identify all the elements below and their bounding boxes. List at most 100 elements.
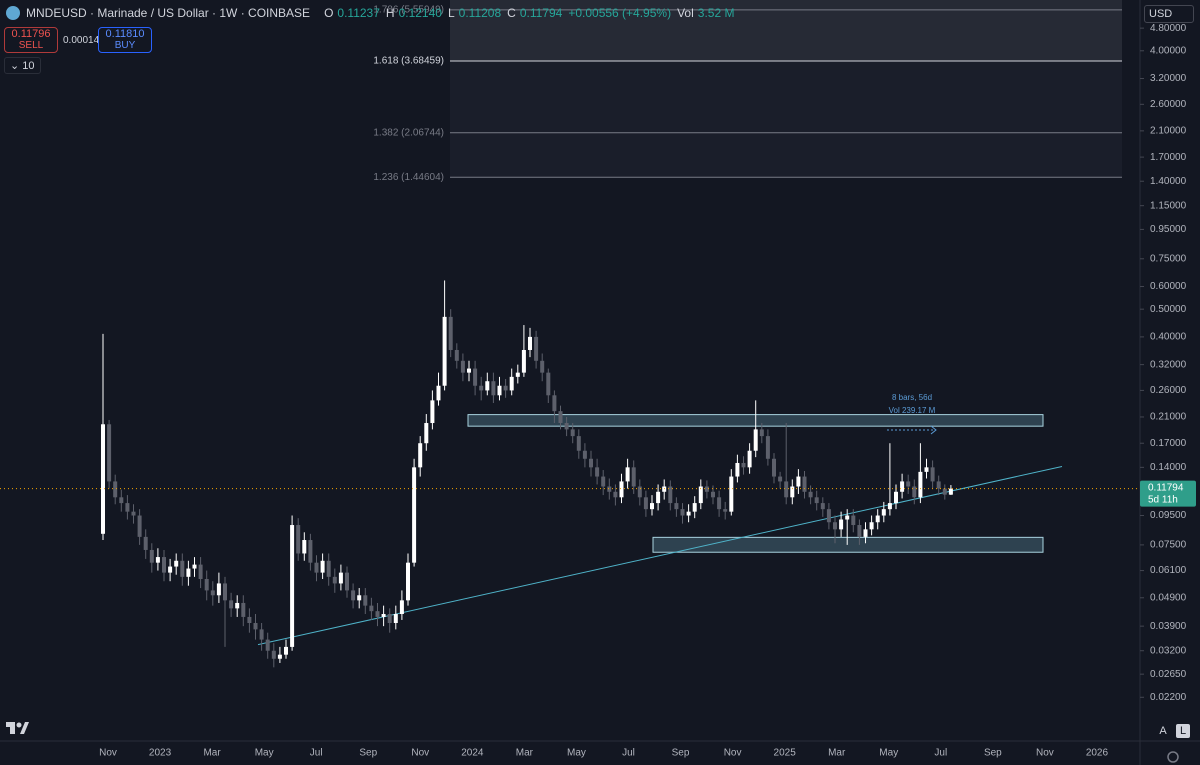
ohlc-key: H [385,6,395,20]
candle-body [119,497,124,504]
candle-body [784,481,789,498]
x-tick-label: Nov [99,748,117,759]
currency-select[interactable]: USD [1144,5,1194,23]
buy-button[interactable]: 0.11810 BUY [98,27,152,53]
scale-buttons: A L [1156,724,1190,738]
sell-button[interactable]: 0.11796 SELL [4,27,58,53]
header: MNDEUSD · Marinade / US Dollar · 1W · CO… [6,6,736,20]
symbol[interactable]: MNDEUSD · Marinade / US Dollar · 1W · CO… [26,6,311,20]
x-tick-label: Mar [828,748,846,759]
fib-label: 1.618 (3.68459) [373,56,444,67]
candle-body [595,467,600,477]
candle-body [906,481,911,487]
candle-body [296,525,301,554]
candle-body [558,411,563,424]
candle-body [241,602,246,617]
candle-body [741,462,746,468]
ohlc-value: 0.12140 [398,6,442,20]
candle-body [643,497,648,510]
settings-icon[interactable] [1167,751,1179,763]
candle-body [125,503,130,512]
y-tick-label: 1.70000 [1150,152,1187,163]
y-tick-label: 0.26000 [1150,385,1187,396]
indicators-toggle[interactable]: ⌄ 10 [4,57,41,74]
candle-body [162,557,166,573]
y-tick-label: 0.03900 [1150,621,1187,632]
y-tick-label: 0.02650 [1150,669,1187,680]
x-tick-label: 2026 [1086,748,1109,759]
volume-key: Vol [677,6,694,20]
fib-band [450,60,1122,178]
candle-body [948,488,953,495]
candle-body [826,509,831,523]
candle-body [912,486,917,498]
candle-body [424,423,429,444]
currency: USD [1149,8,1173,20]
candle-body [271,650,276,659]
candle-body [790,486,795,498]
candle-body [936,481,941,489]
candle-body [515,372,520,377]
candle-body [332,576,337,584]
candle-body [393,614,398,624]
candle-body [692,503,697,512]
candle-body [442,316,447,386]
y-tick-label: 0.60000 [1150,281,1187,292]
candle-body [900,481,905,492]
candle-body [613,491,618,498]
price-tag [1140,480,1196,507]
auto-scale-button[interactable]: A [1159,725,1167,737]
candle-body [412,467,417,563]
candle-body [570,429,575,437]
y-tick-label: 1.15000 [1150,200,1187,211]
candle-body [174,560,179,567]
log-scale-button[interactable]: L [1176,724,1190,738]
candle-body [259,629,264,640]
candle-body [320,560,325,573]
candle-body [881,509,886,516]
candle-body [564,423,569,430]
candle-body [375,611,380,617]
candle-body [631,467,636,487]
candle-body [497,385,502,396]
candle-body [814,497,819,504]
candle-body [345,572,349,591]
candle-body [619,481,624,498]
candle-body [576,436,581,451]
candle-body [448,316,453,350]
candle-body [808,491,813,498]
y-tick-label: 0.03200 [1150,645,1187,656]
candle-body [113,481,118,498]
candle-body [540,360,545,373]
candle-body [454,349,459,361]
y-tick-label: 4.00000 [1150,45,1187,56]
fib-label: 1.236 (1.44604) [373,172,444,183]
candle-body [930,467,935,482]
x-tick-label: Nov [411,748,429,759]
candle-body [704,486,709,492]
candle-body [430,400,435,424]
candle-body [668,486,673,504]
y-tick-label: 0.40000 [1150,332,1187,343]
candle-body [418,443,423,468]
candle-body [210,590,215,596]
candle-body [290,525,295,647]
measure-volume: Vol 239.17 M [889,406,936,415]
candle-body [778,476,783,482]
candle-body [833,522,837,530]
x-tick-label: 2025 [774,748,797,759]
candle-body [656,491,661,504]
x-tick-label: Nov [724,748,742,759]
candle-body [680,509,685,516]
y-tick-label: 1.40000 [1150,176,1187,187]
candle-body [521,349,526,373]
y-tick-label: 2.10000 [1150,125,1187,136]
candle-body [717,497,722,510]
candle-body [887,503,892,510]
y-tick-label: 0.09500 [1150,510,1187,521]
candle-body [772,458,776,477]
candle-body [735,462,740,477]
x-tick-label: Mar [203,748,221,759]
x-tick-label: May [567,748,586,759]
